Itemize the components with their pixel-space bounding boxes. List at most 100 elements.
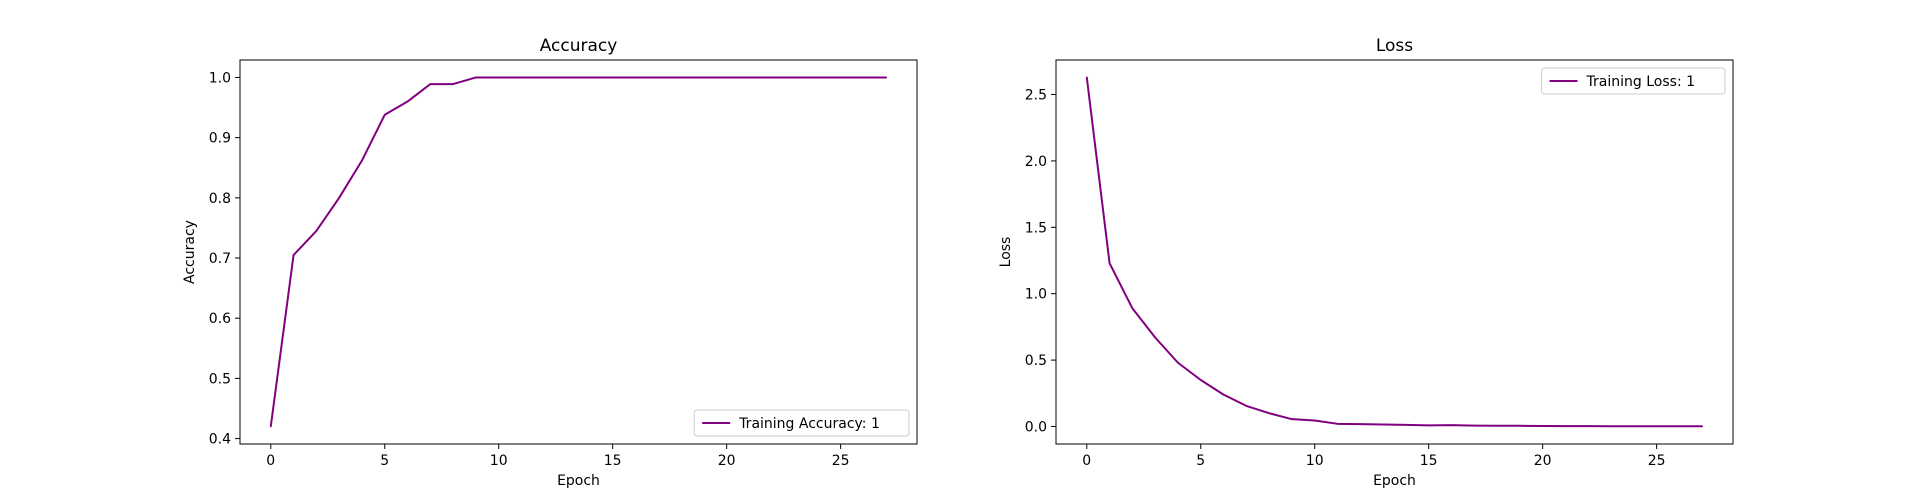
data-point — [817, 76, 819, 79]
data-point — [475, 76, 477, 79]
data-point — [269, 425, 272, 428]
x-tick-label: 10 — [490, 453, 508, 469]
series-line — [269, 76, 887, 427]
x-tick-label: 10 — [1306, 453, 1324, 469]
data-point — [862, 76, 865, 79]
data-point — [1427, 424, 1430, 427]
data-point — [1177, 361, 1179, 364]
data-point — [1291, 418, 1293, 420]
data-point — [1587, 425, 1590, 427]
data-point — [1701, 425, 1704, 428]
data-point — [566, 76, 568, 79]
data-point — [452, 83, 454, 85]
data-point — [794, 76, 796, 79]
data-point — [520, 76, 523, 79]
data-point — [1405, 424, 1407, 426]
x-tick-label: 20 — [1534, 453, 1552, 469]
y-tick-label: 1.0 — [209, 70, 231, 86]
data-point — [1336, 423, 1339, 425]
data-point — [1382, 423, 1384, 426]
x-tick-label: 15 — [604, 453, 622, 469]
plot-frame — [239, 59, 918, 445]
y-tick-label: 1.0 — [1025, 287, 1047, 303]
data-point — [497, 76, 500, 79]
data-point — [406, 100, 409, 103]
legend-label: Training Loss: 1 — [1586, 74, 1695, 90]
x-axis-label: Epoch — [1373, 473, 1416, 489]
y-tick-label: 0.9 — [209, 131, 231, 147]
y-axis-label: Loss — [998, 237, 1014, 268]
data-point — [1199, 379, 1202, 381]
data-point — [657, 76, 660, 79]
chart-1: Loss 0 5 10 15 20 25 0.0 0.5 1.0 1.5 2.0 2.5 Epoch Los… — [998, 36, 1734, 489]
x-tick-label: 25 — [832, 453, 850, 469]
data-point — [611, 76, 614, 79]
y-tick-label: 0.5 — [209, 371, 231, 387]
data-point — [1222, 393, 1225, 396]
y-tick-label: 0.7 — [209, 251, 231, 267]
y-tick-label: 0.8 — [209, 191, 231, 207]
legend: Training Loss: 1 — [1541, 67, 1726, 95]
data-point — [839, 76, 842, 79]
data-point — [1154, 336, 1156, 339]
data-point — [589, 76, 591, 79]
data-point — [543, 76, 546, 79]
data-point — [1359, 423, 1362, 425]
y-tick-label: 0.5 — [1025, 353, 1047, 369]
x-tick-label: 0 — [266, 453, 275, 469]
data-point — [1473, 424, 1476, 427]
chart-title: Loss — [1376, 36, 1413, 56]
y-tick-label: 2.0 — [1025, 154, 1047, 170]
data-point — [1633, 425, 1635, 428]
legend-label: Training Accuracy: 1 — [738, 416, 880, 432]
series-line — [1085, 77, 1703, 428]
y-tick-label: 1.5 — [1025, 220, 1047, 236]
data-point — [1564, 425, 1567, 427]
legend-box — [693, 409, 910, 437]
data-point — [634, 76, 637, 79]
y-tick-label: 0.4 — [209, 432, 231, 448]
data-point — [1085, 76, 1088, 79]
y-tick-label: 0.6 — [209, 311, 231, 327]
legend-box — [1541, 67, 1726, 95]
legend: Training Accuracy: 1 — [693, 409, 910, 437]
x-tick-label: 5 — [380, 453, 389, 469]
data-point — [1519, 425, 1521, 427]
data-point — [771, 76, 774, 79]
data-point — [429, 83, 432, 85]
y-axis-label: Accuracy — [182, 220, 198, 284]
data-point — [1313, 419, 1316, 422]
data-point — [1655, 425, 1658, 428]
data-point — [1268, 412, 1270, 414]
data-point — [361, 159, 363, 162]
data-point — [315, 230, 318, 232]
data-point — [725, 76, 728, 79]
data-point — [338, 197, 340, 199]
chart-0: Accuracy 0 5 10 15 20 25 0.4 0.5 0.6 0.7 0.8 0.9 1.0 E… — [182, 36, 918, 489]
data-point — [885, 76, 888, 79]
data-point — [748, 76, 751, 79]
x-tick-label: 25 — [1648, 453, 1666, 469]
y-tick-label: 0.0 — [1025, 419, 1047, 435]
data-point — [383, 113, 386, 116]
data-point — [1108, 262, 1111, 264]
chart-title: Accuracy — [540, 36, 618, 56]
x-tick-label: 20 — [718, 453, 736, 469]
data-point — [703, 76, 705, 79]
plot-frame — [1055, 59, 1734, 445]
x-axis-label: Epoch — [557, 473, 600, 489]
data-point — [1610, 425, 1612, 428]
data-point — [680, 76, 682, 79]
data-point — [1450, 424, 1453, 426]
data-point — [1678, 425, 1681, 428]
y-tick-label: 2.5 — [1025, 88, 1047, 104]
x-tick-label: 5 — [1196, 453, 1205, 469]
data-point — [292, 254, 295, 256]
data-point — [1245, 405, 1248, 407]
data-point — [1496, 425, 1498, 427]
x-tick-label: 15 — [1420, 453, 1438, 469]
data-point — [1131, 307, 1134, 310]
x-tick-label: 0 — [1082, 453, 1091, 469]
data-point — [1541, 425, 1544, 427]
